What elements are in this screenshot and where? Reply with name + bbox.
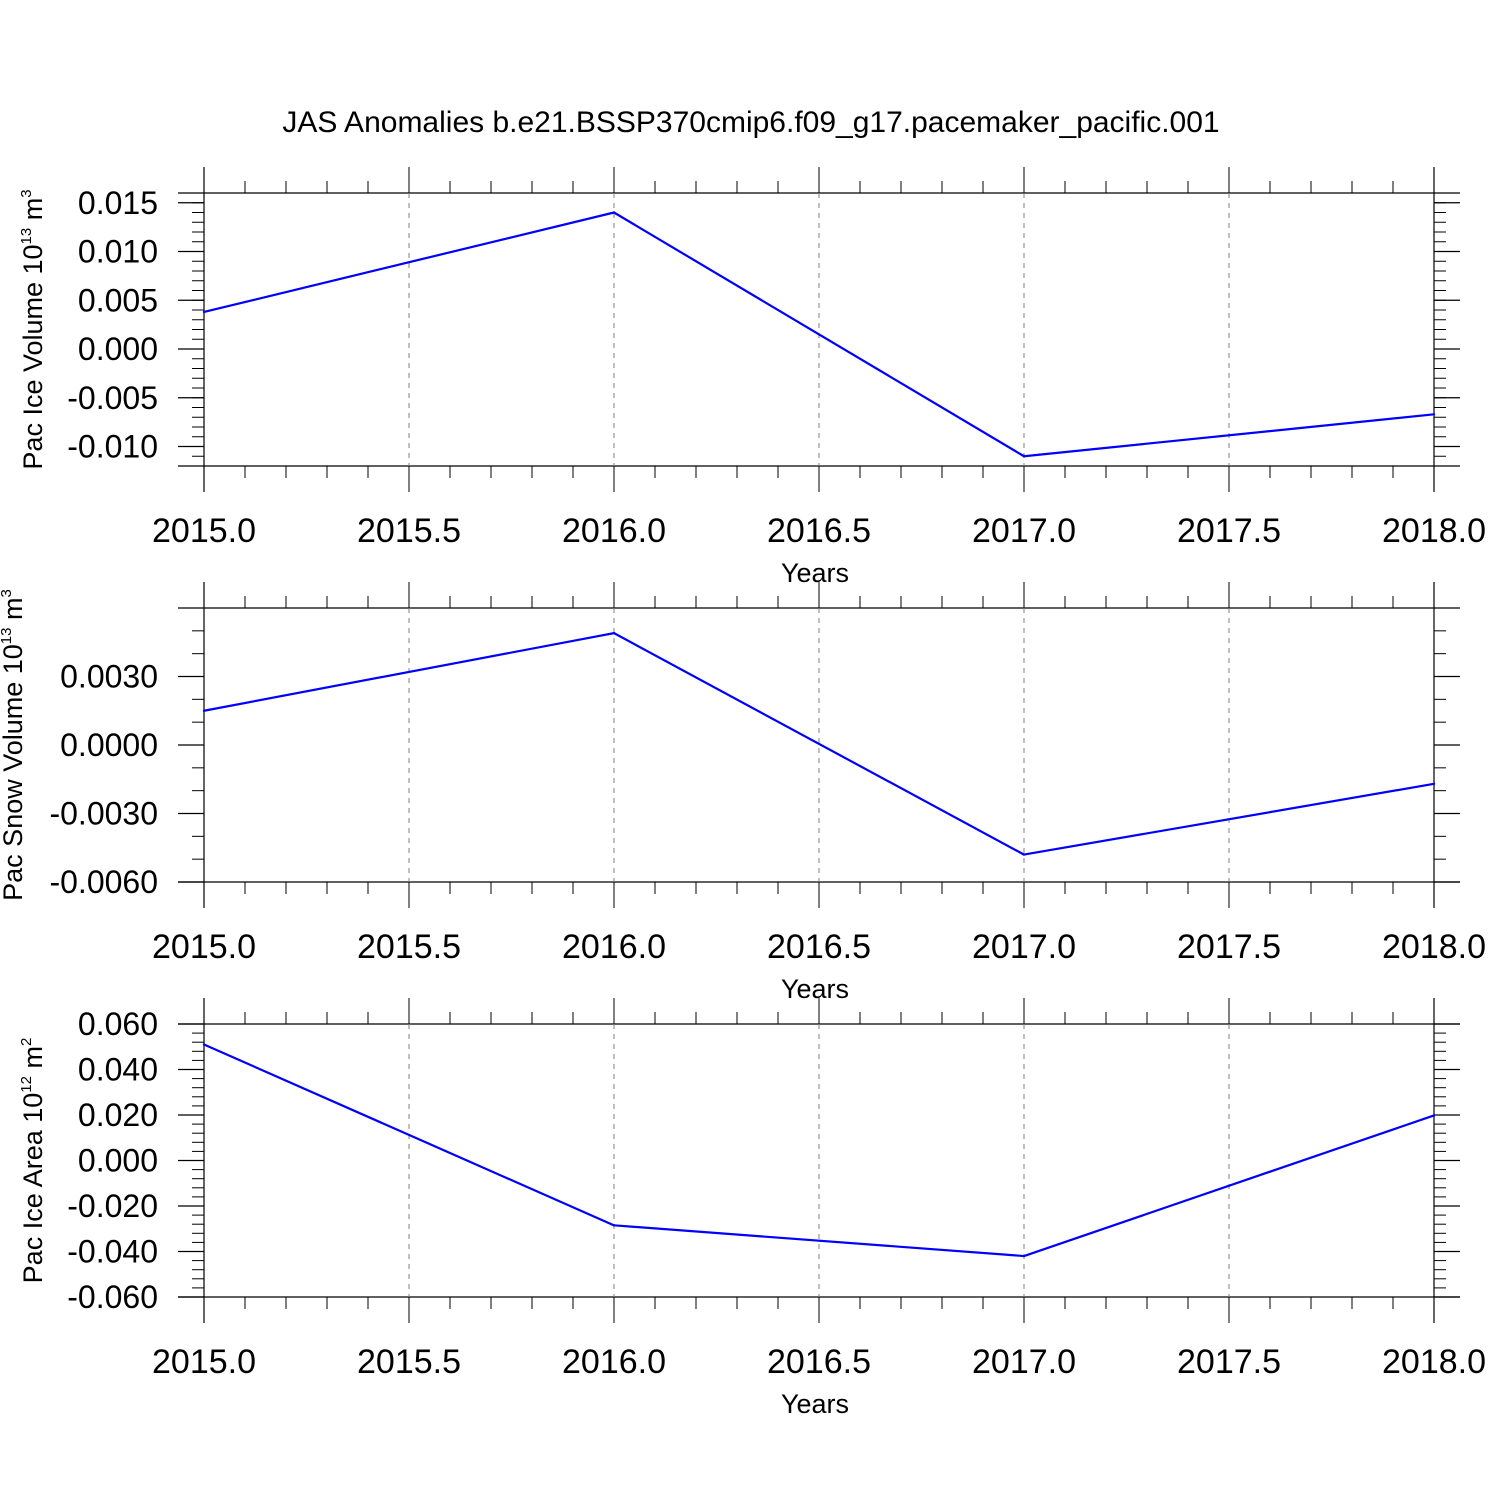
y-tick-label: 0.015 <box>78 185 158 221</box>
y-tick-label: 0.040 <box>78 1052 158 1088</box>
y-tick-label: -0.060 <box>67 1279 158 1315</box>
y-tick-label: 0.0000 <box>60 727 158 763</box>
series-line <box>203 632 1435 856</box>
y-tick-label: 0.000 <box>78 331 158 367</box>
data-point <box>1022 1254 1026 1258</box>
y-tick-label: -0.040 <box>67 1234 158 1270</box>
x-tick-label: 2017.5 <box>1177 928 1281 966</box>
y-tick-label: 0.005 <box>78 282 158 318</box>
y-tick-label: 0.000 <box>78 1143 158 1179</box>
chart-panel-1: 0.015 0.010 0.005 0.000 -0.005 -0.010 2015.0 20… <box>18 167 1486 588</box>
data-point <box>1432 413 1436 416</box>
data-point <box>612 631 616 635</box>
y-axis-title: Pac Snow Volume 1013 m3 <box>0 589 28 901</box>
x-tick-label: 2017.5 <box>1177 512 1281 550</box>
x-axis-title: Years <box>781 558 849 588</box>
series-line <box>203 211 1435 458</box>
y-axis-title: Pac Ice Volume 1013 m3 <box>18 189 48 469</box>
y-axis-title-part: m <box>18 1046 48 1076</box>
y-tick-label: -0.005 <box>67 380 158 416</box>
y-axis-title-part: 13 <box>18 228 35 245</box>
y-axis-title-part: m <box>0 597 28 627</box>
y-axis-title-part: Pac Ice Volume 10 <box>18 244 48 469</box>
data-point <box>1022 853 1026 856</box>
y-axis-title: Pac Ice Area 1012 m2 <box>18 1038 48 1284</box>
data-point <box>1022 455 1026 458</box>
x-tick-label: 2015.0 <box>152 512 256 550</box>
y-tick-label: 0.010 <box>78 234 158 270</box>
x-axis-title: Years <box>781 1389 849 1419</box>
x-tick-label: 2016.5 <box>767 1343 871 1381</box>
y-tick-label: -0.0060 <box>49 864 158 900</box>
chart-panel-3: 0.060 0.040 0.020 0.000 -0.020 -0.040 -0.060 20… <box>18 998 1486 1419</box>
chart-panel-2: 0.0030 0.0000 -0.0030 -0.0060 2015.0 2015.5 20… <box>0 582 1486 1004</box>
y-axis-title-part: 3 <box>18 189 35 197</box>
series-line <box>203 1043 1435 1258</box>
x-tick-label: 2017.0 <box>972 512 1076 550</box>
y-tick-label: 0.0030 <box>60 659 158 695</box>
data-point <box>1432 782 1436 786</box>
x-tick-label: 2015.0 <box>152 1343 256 1381</box>
data-point <box>1432 1114 1436 1117</box>
x-tick-label: 2017.0 <box>972 1343 1076 1381</box>
x-tick-label: 2018.0 <box>1382 512 1486 550</box>
x-tick-label: 2016.5 <box>767 512 871 550</box>
data-point <box>202 310 206 314</box>
data-point <box>612 211 616 214</box>
y-tick-label: 0.020 <box>78 1097 158 1133</box>
x-tick-label: 2017.5 <box>1177 1343 1281 1381</box>
x-tick-label: 2015.0 <box>152 928 256 966</box>
y-axis-title-part: 2 <box>18 1038 35 1046</box>
x-tick-label: 2015.5 <box>357 1343 461 1381</box>
y-axis-title-part: 12 <box>18 1076 35 1093</box>
y-axis-title-part: 13 <box>0 627 15 644</box>
x-tick-label: 2016.0 <box>562 928 666 966</box>
x-tick-label: 2016.5 <box>767 928 871 966</box>
y-axis-title-part: Pac Ice Area 10 <box>18 1093 48 1284</box>
x-axis-title: Years <box>781 974 849 1004</box>
y-tick-label: -0.0030 <box>49 796 158 832</box>
y-tick-label: -0.010 <box>67 429 158 465</box>
data-point <box>202 709 206 712</box>
y-tick-label: 0.060 <box>78 1006 158 1042</box>
x-tick-label: 2018.0 <box>1382 928 1486 966</box>
data-point <box>612 1224 616 1227</box>
x-tick-label: 2015.5 <box>357 928 461 966</box>
x-tick-label: 2016.0 <box>562 512 666 550</box>
x-tick-label: 2017.0 <box>972 928 1076 966</box>
y-tick-label: -0.020 <box>67 1188 158 1224</box>
y-axis-title-part: 3 <box>0 589 15 597</box>
y-axis-title-part: Pac Snow Volume 10 <box>0 644 28 901</box>
x-tick-label: 2016.0 <box>562 1343 666 1381</box>
figure-title: JAS Anomalies b.e21.BSSP370cmip6.f09_g17… <box>282 106 1219 139</box>
y-axis-title-part: m <box>18 198 48 228</box>
x-tick-label: 2015.5 <box>357 512 461 550</box>
data-point <box>202 1043 206 1046</box>
x-tick-label: 2018.0 <box>1382 1343 1486 1381</box>
